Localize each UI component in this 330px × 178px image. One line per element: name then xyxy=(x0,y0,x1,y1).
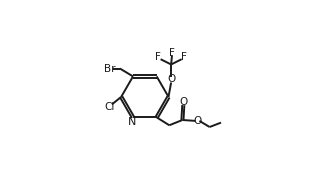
Text: O: O xyxy=(193,116,201,126)
Text: O: O xyxy=(167,74,175,84)
Text: N: N xyxy=(128,117,136,127)
Text: F: F xyxy=(155,53,161,62)
Text: Br: Br xyxy=(105,64,116,74)
Text: O: O xyxy=(179,97,187,107)
Text: F: F xyxy=(169,48,175,58)
Text: F: F xyxy=(182,53,187,62)
Text: Cl: Cl xyxy=(105,101,115,112)
